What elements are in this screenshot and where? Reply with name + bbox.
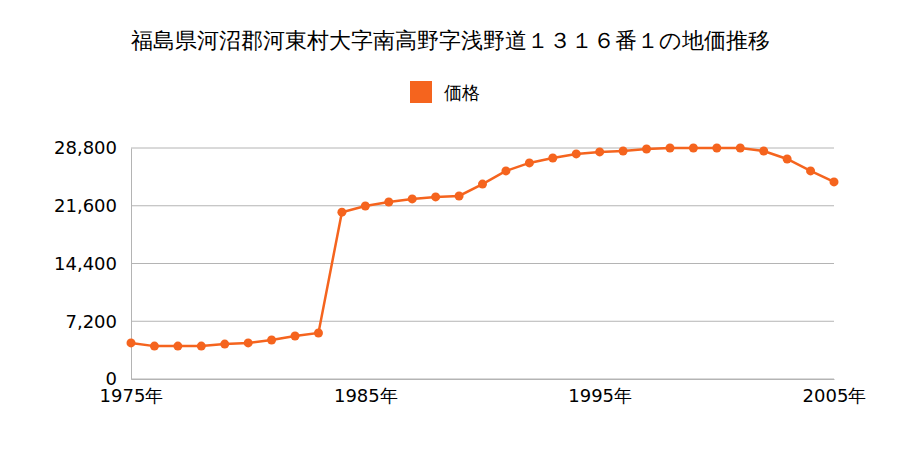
y-tick: 21,600 bbox=[54, 195, 131, 216]
chart: 福島県河沼郡河東村大字南高野字浅野道１３１６番１の地価推移価格07,20014,… bbox=[0, 0, 900, 450]
x-tick-label: 1985年 bbox=[334, 385, 398, 406]
x-tick: 1985年 bbox=[334, 379, 398, 406]
y-tick: 28,800 bbox=[54, 137, 131, 158]
point bbox=[525, 158, 534, 167]
point bbox=[595, 147, 604, 156]
grid-line bbox=[131, 379, 834, 380]
point bbox=[408, 194, 417, 203]
point bbox=[384, 197, 393, 206]
grid-line bbox=[131, 205, 834, 206]
point bbox=[665, 144, 674, 153]
y-tick-label: 28,800 bbox=[54, 137, 117, 158]
x-tick-label: 1995年 bbox=[568, 385, 632, 406]
point bbox=[291, 332, 300, 341]
y-tick: 14,400 bbox=[54, 253, 131, 274]
x-tick-label: 2005年 bbox=[803, 385, 867, 406]
point bbox=[548, 153, 557, 162]
point bbox=[267, 336, 276, 345]
point bbox=[314, 328, 323, 337]
point bbox=[478, 180, 487, 189]
plot-area bbox=[127, 144, 839, 351]
point bbox=[572, 149, 581, 158]
y-axis: 07,20014,40021,60028,800 bbox=[54, 137, 131, 389]
point bbox=[806, 166, 815, 175]
y-tick-label: 21,600 bbox=[54, 195, 117, 216]
x-axis: 1975年 1985年 1995年 2005年 bbox=[100, 379, 867, 406]
point bbox=[150, 342, 159, 351]
x-tick: 1975年 bbox=[100, 379, 164, 406]
point bbox=[736, 144, 745, 153]
point bbox=[712, 144, 721, 153]
point bbox=[361, 201, 370, 210]
point bbox=[337, 208, 346, 217]
x-axis-line bbox=[132, 379, 835, 380]
point bbox=[830, 177, 839, 186]
point bbox=[431, 192, 440, 201]
point bbox=[619, 146, 628, 155]
point bbox=[127, 338, 136, 347]
point bbox=[689, 144, 698, 153]
title: 福島県河沼郡河東村大字南高野字浅野道１３１６番１の地価推移 bbox=[131, 28, 770, 53]
point bbox=[455, 191, 464, 200]
x-tick: 2005年 bbox=[803, 379, 867, 406]
point bbox=[220, 340, 229, 349]
point bbox=[642, 144, 651, 153]
point bbox=[501, 166, 510, 175]
grid bbox=[131, 148, 834, 379]
line bbox=[131, 148, 834, 346]
y-tick-label: 14,400 bbox=[54, 253, 117, 274]
y-tick: 7,200 bbox=[65, 311, 131, 332]
point bbox=[783, 154, 792, 163]
legend: 価格 bbox=[410, 81, 480, 103]
point bbox=[759, 146, 768, 155]
legend-swatch bbox=[410, 81, 432, 103]
legend-label: 価格 bbox=[444, 82, 480, 103]
x-tick: 1995年 bbox=[568, 379, 632, 406]
grid-line bbox=[131, 263, 834, 264]
y-tick-label: 7,200 bbox=[65, 311, 117, 332]
point bbox=[244, 338, 253, 347]
point bbox=[173, 342, 182, 351]
x-tick-label: 1975年 bbox=[100, 385, 164, 406]
point bbox=[197, 342, 206, 351]
grid-line bbox=[131, 321, 834, 322]
